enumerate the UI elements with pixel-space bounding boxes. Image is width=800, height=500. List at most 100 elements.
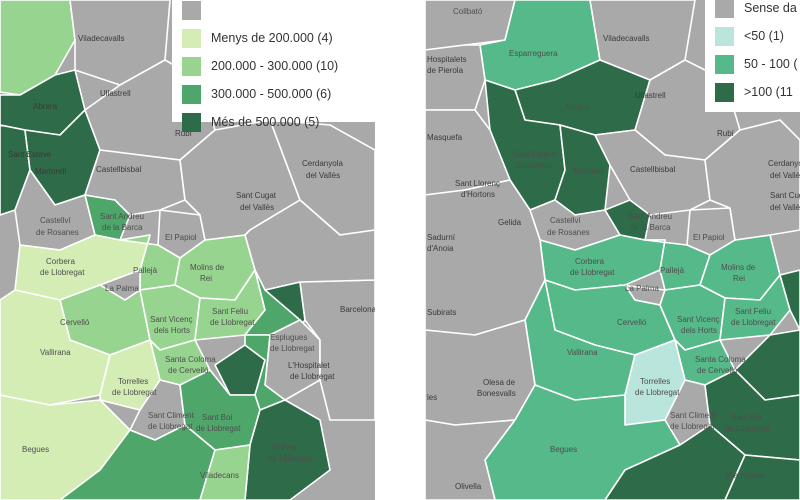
map-panel-right: Collbató Esparreguera Viladecavalls Hosp…: [425, 0, 800, 500]
label-les: les: [427, 393, 437, 402]
legend-swatch: [715, 0, 734, 18]
label-de-cervello: de Cervelló: [697, 366, 738, 375]
label-de-llobregat-4: de Llobregat: [290, 372, 335, 381]
legend-swatch: [182, 28, 201, 48]
label-de-llobregat-6: de Llobregat: [148, 422, 193, 431]
region-sant-andreu[interactable]: [604, 199, 651, 241]
label-rei: Rei: [200, 274, 212, 283]
label-bonesvalls: Bonesvalls: [477, 389, 516, 398]
legend-swatch: [715, 26, 734, 46]
label-dels-horts: dels Horts: [154, 326, 190, 335]
region-barcelona[interactable]: [299, 279, 375, 421]
region-esplugues[interactable]: [779, 269, 800, 331]
panel-gap: [375, 0, 425, 500]
region-montcada[interactable]: [244, 199, 375, 291]
label-santa-coloma: Santa Coloma: [695, 355, 746, 364]
label-sant-climent: Sant Climent: [148, 411, 195, 420]
label-sant-cugat-2: del Vallès: [240, 203, 274, 212]
label-martorell: Martorell: [35, 167, 66, 176]
region-sant-cugat[interactable]: [704, 119, 800, 241]
legend-item: Sense da: [715, 0, 797, 22]
legend-label: 50 - 100 (: [744, 57, 798, 71]
label-de-llobregat-4: de Llobregat: [670, 422, 715, 431]
label-olivella: Olivella: [455, 482, 482, 491]
legend-label: Més de 500.000 (5): [211, 115, 320, 129]
label-martorell: Martorell: [573, 167, 604, 176]
label-rei: Rei: [733, 274, 745, 283]
label-torrelles: Torrelles: [640, 377, 670, 386]
label-papiol: El Papiol: [693, 233, 725, 242]
label-de-llobregat-8: de Llobregat: [268, 454, 313, 463]
legend-item: Menys de 200.000 (4): [182, 24, 365, 52]
label-de-rosanes: de Rosanes: [36, 228, 79, 237]
label-sant-llorenc: Sant Llorenç: [455, 179, 500, 188]
label-sant-vicenc: Sant Vicenç: [677, 315, 720, 324]
legend-item: 300.000 - 500.000 (6): [182, 80, 365, 108]
label-molins: Molins de: [721, 263, 756, 272]
region-collbato[interactable]: [425, 0, 516, 51]
legend-label: 300.000 - 500.000 (6): [211, 87, 332, 101]
label-abrera: Abrera: [565, 103, 590, 112]
legend-label: Sense da: [744, 1, 797, 15]
legend-label: <50 (1): [744, 29, 784, 43]
label-sant-vicenc: Sant Vicenç: [150, 315, 193, 324]
region-castellbisbal[interactable]: [594, 129, 711, 216]
label-viladecavalls: Viladecavalls: [603, 34, 650, 43]
label-vallirana: Vallirana: [40, 348, 71, 357]
label-cervello: Cervelló: [60, 318, 90, 327]
label-cervello: Cervelló: [617, 318, 647, 327]
label-papiol: El Papiol: [165, 233, 197, 242]
label-barcelona: Barcelona: [340, 305, 375, 314]
label-de-llobregat-2: de Llobregat: [210, 318, 255, 327]
label-de-la-barca: de la Barca: [630, 223, 671, 232]
region-viladecans[interactable]: [724, 454, 800, 500]
label-de-llobregat-3: de Llobregat: [270, 344, 315, 353]
label-del-valles-2: del Vallès: [770, 203, 800, 212]
legend-item: [182, 0, 365, 24]
label-sant-esteve: Sant Esteve: [8, 150, 52, 159]
label-palleja: Pallejà: [133, 266, 158, 275]
label-de-llobregat: de Llobregat: [570, 268, 615, 277]
legend-item: 50 - 100 (: [715, 50, 798, 78]
legend-item: 200.000 - 300.000 (10): [182, 52, 365, 80]
label-sant-cugat: Sant Cugat: [770, 191, 800, 200]
legend-swatch: [182, 0, 201, 20]
label-masquefa: Masquefa: [427, 133, 463, 142]
label-esplugues: Esplugues: [270, 333, 307, 342]
legend-swatch: [715, 54, 734, 74]
label-torrelles: Torrelles: [118, 377, 148, 386]
label-sant-andreu: Sant Andreu: [628, 212, 672, 221]
legend-right: Sense da <50 (1) 50 - 100 ( >100 (11: [705, 0, 800, 112]
label-de-la-barca: de la Barca: [102, 223, 143, 232]
label-de-pierola: de Pierola: [427, 66, 464, 75]
label-castellbisbal: Castellbisbal: [96, 165, 142, 174]
region-olesa[interactable]: [425, 319, 536, 426]
label-vallirana: Vallirana: [567, 348, 598, 357]
label-hospitalet: L'Hospitalet: [288, 361, 330, 370]
legend-left: Menys de 200.000 (4) 200.000 - 300.000 (…: [172, 0, 375, 132]
label-cerdanyola: Cerdanyola: [768, 159, 800, 168]
region-castellbisbal[interactable]: [84, 149, 186, 216]
label-castellvi: Castellví: [40, 216, 71, 225]
label-sant-andreu: Sant Andreu: [100, 212, 144, 221]
label-de-llobregat-7: de Llobregat: [196, 424, 241, 433]
legend-item: >100 (11: [715, 78, 793, 106]
label-begues: Begues: [22, 445, 49, 454]
label-viladecans: Viladecans: [725, 471, 764, 480]
label-rubi: Rubí: [175, 129, 193, 138]
map-panel-left: Viladecavalls Ullastrell Abrera Rubí San…: [0, 0, 375, 500]
label-la-palma: La Palma: [625, 284, 659, 293]
label-de-llobregat-5: de Llobregat: [725, 424, 770, 433]
legend-swatch: [182, 56, 201, 76]
map-labels-left: Viladecavalls Ullastrell Abrera Rubí San…: [8, 34, 375, 480]
label-del-valles: del Vallès: [306, 171, 340, 180]
legend-swatch: [715, 82, 734, 102]
label-de-llobregat-2: de Llobregat: [731, 318, 776, 327]
region-viladecans[interactable]: [199, 444, 251, 500]
label-sant-climent: Sant Climent: [670, 411, 717, 420]
region-olivella[interactable]: [425, 419, 516, 500]
label-sant-cugat: Sant Cugat: [236, 191, 277, 200]
label-subirats: Subirats: [427, 308, 456, 317]
region-gava[interactable]: [59, 424, 216, 500]
label-de-rosanes: de Rosanes: [547, 228, 590, 237]
